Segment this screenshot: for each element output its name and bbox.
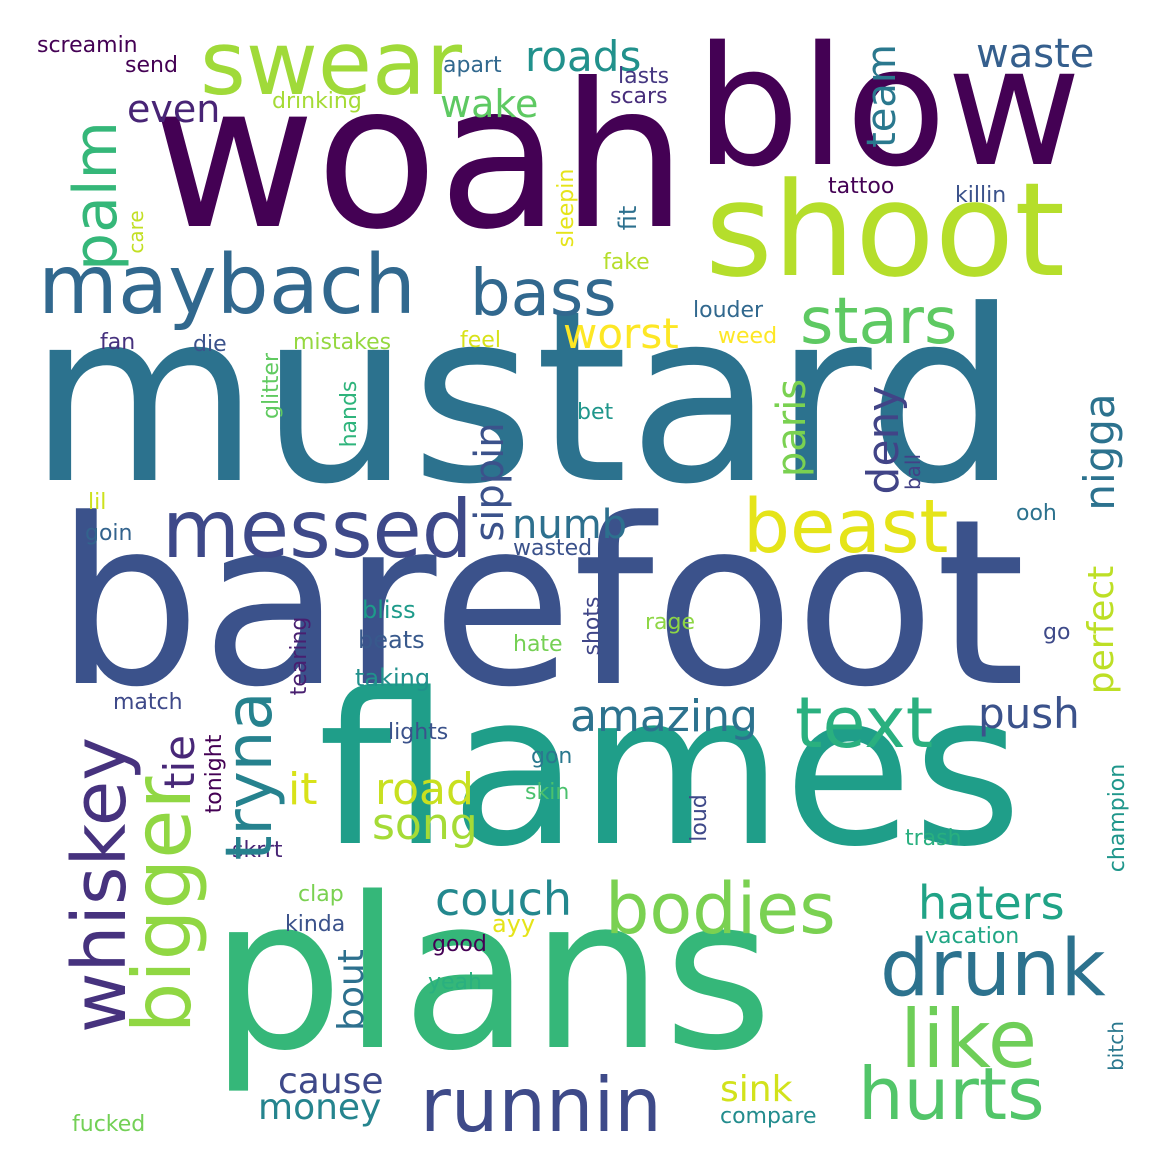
word-champion: champion — [1105, 763, 1130, 873]
word-go: go — [1043, 620, 1071, 645]
word-skin: skin — [525, 780, 570, 805]
word-wasted: wasted — [513, 536, 593, 561]
word-perfect: perfect — [1081, 565, 1122, 695]
word-worst: worst — [563, 309, 679, 358]
word-like: like — [900, 993, 1038, 1086]
word-drinking: drinking — [272, 89, 362, 114]
word-shots: shots — [580, 596, 605, 656]
word-team: team — [859, 44, 905, 148]
word-push: push — [978, 689, 1080, 738]
word-numb: numb — [512, 502, 628, 548]
word-couch: couch — [435, 872, 573, 926]
word-rage: rage — [645, 610, 696, 635]
word-ball: ball — [901, 453, 925, 491]
word-feel: feel — [460, 328, 501, 353]
word-bass: bass — [470, 257, 617, 331]
word-vacation: vacation — [925, 924, 1020, 949]
word-bet: bet — [577, 400, 614, 425]
word-flames: flames — [318, 648, 1023, 893]
word-send: send — [125, 53, 178, 78]
word-plans: plans — [210, 852, 773, 1097]
word-screamin: screamin — [37, 33, 138, 58]
word-bodies: bodies — [605, 868, 836, 950]
word-lasts: lasts — [618, 64, 670, 89]
word-hurts: hurts — [858, 1052, 1045, 1136]
word-lights: lights — [388, 720, 449, 745]
word-it: it — [288, 764, 318, 815]
word-waste: waste — [976, 31, 1095, 77]
word-lil: lil — [88, 490, 107, 515]
word-scars: scars — [610, 84, 668, 109]
word-hands: hands — [337, 380, 362, 448]
word-woah: woah — [152, 41, 688, 274]
word-swear: swear — [200, 12, 463, 115]
word-tryna: tryna — [213, 691, 287, 861]
word-barefoot: barefoot — [55, 471, 1026, 738]
word-sippin: sippin — [467, 422, 513, 542]
word-apart: apart — [443, 53, 502, 78]
word-shoot: shoot — [705, 154, 1066, 306]
word-kinda: kinda — [285, 912, 346, 937]
word-amazing: amazing — [570, 691, 758, 742]
word-blow: blow — [695, 11, 1082, 203]
word-nigga: nigga — [1075, 393, 1124, 511]
word-song: song — [372, 799, 478, 850]
word-ayy: ayy — [492, 910, 536, 938]
word-sink: sink — [720, 1069, 793, 1110]
word-louder: louder — [693, 298, 764, 323]
word-ooh: ooh — [1016, 501, 1057, 526]
word-gon: gon — [531, 744, 573, 769]
word-text: text — [795, 682, 934, 764]
word-haters: haters — [918, 876, 1065, 930]
word-palm: palm — [61, 121, 131, 271]
word-drunk: drunk — [880, 924, 1106, 1014]
word-skrrt: skrrt — [232, 838, 283, 863]
word-care: care — [124, 210, 148, 254]
word-runnin: runnin — [420, 1061, 662, 1149]
word-deny: deny — [858, 385, 909, 495]
word-weed: weed — [718, 324, 778, 349]
word-beast: beast — [743, 484, 949, 570]
word-mistakes: mistakes — [293, 330, 392, 355]
word-match: match — [113, 690, 183, 715]
word-hate: hate — [513, 632, 563, 657]
word-sleepin: sleepin — [554, 168, 579, 248]
word-bout: bout — [331, 949, 372, 1031]
word-taking: taking — [355, 664, 431, 692]
word-bigger: bigger — [116, 776, 209, 1034]
word-tie: tie — [155, 735, 204, 789]
word-clap: clap — [298, 882, 344, 907]
word-money: money — [258, 1087, 382, 1128]
word-die: die — [193, 332, 227, 357]
word-mustard: mustard — [28, 260, 1019, 537]
word-maybach: maybach — [38, 238, 417, 333]
word-fan: fan — [100, 330, 136, 355]
word-tattoo: tattoo — [828, 174, 895, 199]
word-bitch: bitch — [1104, 1021, 1128, 1071]
word-killin: killin — [955, 183, 1007, 208]
word-beats: beats — [358, 626, 425, 654]
word-stars: stars — [800, 285, 958, 359]
word-fit: fit — [614, 205, 642, 231]
word-bliss: bliss — [362, 596, 416, 624]
word-fucked: fucked — [72, 1112, 146, 1137]
word-fake: fake — [603, 250, 650, 275]
word-trash: trash — [905, 826, 962, 851]
word-tonight: tonight — [202, 734, 227, 814]
word-compare: compare — [720, 1104, 817, 1129]
word-glitter: glitter — [259, 352, 284, 420]
word-loud: loud — [687, 794, 712, 842]
word-goin: goin — [85, 521, 133, 546]
word-good: good — [432, 932, 487, 957]
word-yeah: yeah — [428, 970, 482, 995]
word-road: road — [375, 764, 474, 815]
word-tearing: tearing — [287, 616, 312, 696]
word-even: even — [127, 87, 221, 131]
word-wake: wake — [440, 82, 539, 126]
word-messed: messed — [162, 483, 473, 576]
word-paris: paris — [769, 378, 815, 478]
word-roads: roads — [525, 32, 642, 81]
word-cause: cause — [278, 1061, 384, 1102]
